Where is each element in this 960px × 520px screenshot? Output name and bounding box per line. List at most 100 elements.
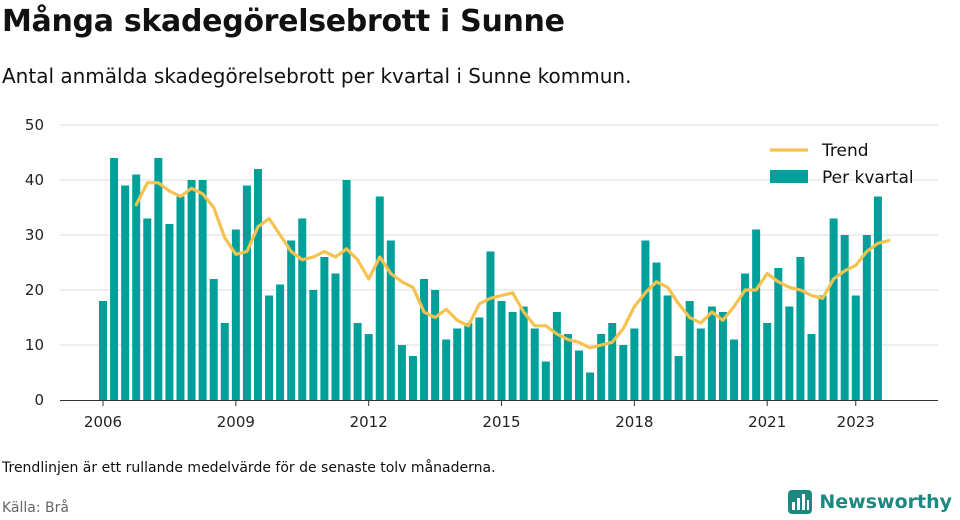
bar-2017-Q1 [586,372,595,400]
bar-2018-Q2 [641,240,650,400]
bar-2017-Q3 [608,323,617,400]
bar-2007-Q3 [165,224,174,400]
bar-2014-Q2 [464,323,473,400]
y-tick-label: 20 [25,281,44,299]
bar-2006-Q3 [121,185,130,400]
x-tick-label: 2009 [217,413,255,431]
x-tick-label: 2006 [84,413,122,431]
bar-2006-Q4 [132,174,141,400]
bar-2022-Q4 [840,235,849,400]
bar-2023-Q3 [873,196,882,400]
x-tick-label: 2012 [350,413,388,431]
bar-2012-Q4 [397,345,406,400]
bar-2022-Q3 [829,218,838,400]
bar-2016-Q1 [541,361,550,400]
y-axis-ticks: 0 10 20 30 40 50 [25,116,44,409]
bar-2021-Q1 [763,323,772,400]
bar-2011-Q4 [353,323,362,400]
y-tick-label: 0 [34,391,44,409]
x-tick-label: 2018 [615,413,653,431]
footnote: Trendlinjen är ett rullande medelvärde f… [2,460,496,476]
x-tick-label: 2015 [482,413,520,431]
bar-2016-Q2 [552,312,561,400]
bar-series [99,158,882,400]
bar-2013-Q3 [431,290,440,400]
bar-2015-Q4 [530,328,539,400]
bar-2012-Q2 [375,196,384,400]
bar-2015-Q3 [519,306,528,400]
bar-2009-Q2 [242,185,251,400]
bar-2022-Q2 [818,295,827,400]
bar-2013-Q4 [442,339,451,400]
bar-2018-Q1 [630,328,639,400]
bar-2006-Q1 [99,301,107,400]
bar-2007-Q4 [176,196,185,400]
legend: Trend Per kvartal [770,141,914,188]
bar-2017-Q2 [597,334,606,400]
bar-2014-Q4 [486,251,495,400]
bar-2019-Q1 [674,356,683,400]
bar-2019-Q3 [696,328,705,400]
bar-2008-Q2 [198,180,207,400]
bar-2009-Q1 [231,229,240,400]
bar-2021-Q2 [774,268,783,400]
bar-2021-Q4 [796,257,805,400]
bar-2006-Q2 [110,158,119,400]
y-tick-label: 30 [25,226,44,244]
bar-2008-Q3 [209,279,218,400]
x-tick-label: 2021 [748,413,786,431]
bar-2009-Q4 [265,295,274,400]
y-tick-label: 40 [25,171,44,189]
bar-2014-Q3 [475,317,484,400]
bar-2013-Q2 [420,279,429,400]
legend-trend-label: Trend [821,141,869,161]
bar-2015-Q1 [497,301,506,400]
y-tick-label: 10 [25,336,44,354]
bar-2019-Q4 [707,306,716,400]
bar-2015-Q2 [508,312,517,400]
bar-2008-Q4 [220,323,229,400]
bar-2020-Q3 [741,273,750,400]
bar-2018-Q4 [663,295,672,400]
x-tick-label: 2023 [837,413,875,431]
y-tick-label: 50 [25,116,44,134]
brand-name: Newsworthy [819,491,952,513]
bar-2019-Q2 [685,301,694,400]
bar-2022-Q1 [807,334,816,400]
bar-2011-Q1 [320,257,329,400]
chart-title: Många skadegörelsebrott i Sunne [2,4,565,39]
bar-2007-Q2 [154,158,163,400]
bar-2016-Q4 [575,350,584,400]
bar-2011-Q3 [342,180,351,400]
x-axis: 2006 2009 2012 2015 2018 2021 2023 [60,400,938,431]
trend-series [134,181,891,350]
chart-subtitle: Antal anmälda skadegörelsebrott per kvar… [2,64,632,88]
bar-2018-Q3 [652,262,661,400]
bar-2011-Q2 [331,273,340,400]
bar-2020-Q2 [729,339,738,400]
source-label: Källa: Brå [2,500,69,516]
bar-2008-Q1 [187,180,196,400]
bar-2020-Q4 [752,229,761,400]
brand-logo[interactable]: Newsworthy [787,489,952,515]
trend-line [134,181,891,350]
bar-2012-Q3 [386,240,395,400]
bar-2016-Q3 [563,334,572,400]
bar-2010-Q4 [309,290,318,400]
bar-2023-Q1 [851,295,860,400]
bar-2021-Q3 [785,306,794,400]
bar-2014-Q1 [453,328,462,400]
bar-2010-Q3 [298,218,307,400]
bar-2012-Q1 [364,334,373,400]
bar-2017-Q4 [619,345,628,400]
bar-2023-Q2 [862,235,871,400]
bar-2010-Q2 [287,240,296,400]
legend-bar-label: Per kvartal [822,168,914,188]
bar-2010-Q1 [276,284,285,400]
bar-2020-Q1 [718,312,727,400]
bar-2007-Q1 [143,218,152,400]
bar-2013-Q1 [408,356,417,400]
legend-bar-swatch [770,170,808,183]
newsworthy-logo-icon [788,490,813,514]
